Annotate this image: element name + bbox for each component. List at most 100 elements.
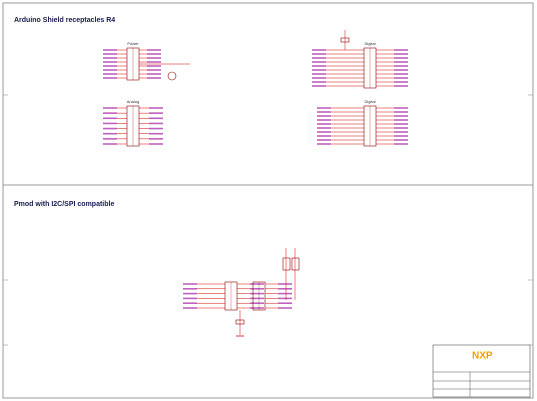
net-label [250, 302, 264, 304]
net-label [250, 283, 264, 285]
net-label [312, 53, 326, 55]
net-label [317, 131, 331, 133]
net-label [183, 292, 197, 295]
net-label [149, 143, 163, 145]
net-label [149, 117, 163, 120]
connector-label: Power [127, 41, 139, 46]
net-label [394, 69, 408, 71]
net-label [394, 81, 408, 83]
net-label [317, 139, 331, 141]
net-label [394, 119, 408, 121]
net-label [183, 297, 197, 300]
connector: Power [103, 41, 161, 81]
net-label [394, 115, 408, 117]
net-label [312, 61, 326, 63]
net-label [317, 119, 331, 121]
net-label [394, 127, 408, 129]
net-label [147, 57, 161, 59]
net-label [103, 143, 117, 145]
net-label [149, 107, 163, 109]
net-label [103, 65, 117, 67]
net-label [394, 143, 408, 145]
net-label [147, 77, 161, 79]
net-label [147, 73, 161, 75]
net-label [312, 57, 326, 59]
net-label [103, 112, 117, 114]
net-label [317, 115, 331, 117]
net-label [317, 107, 331, 109]
net-label [394, 77, 408, 79]
net-label [312, 85, 326, 87]
net-label [317, 135, 331, 137]
net-label [103, 61, 117, 63]
net-label [149, 138, 163, 140]
net-label [250, 307, 264, 309]
net-label [250, 297, 264, 300]
net-label [103, 122, 117, 125]
net-label [394, 85, 408, 87]
net-label [312, 73, 326, 75]
net-label [394, 73, 408, 75]
net-label [394, 57, 408, 59]
ic-part [167, 71, 177, 81]
net-label [149, 127, 163, 130]
net-label [149, 112, 163, 114]
net-label [103, 107, 117, 109]
net-label [147, 61, 161, 63]
net-label [394, 107, 408, 109]
net-label [147, 69, 161, 71]
net-label [278, 288, 292, 290]
net-label [183, 302, 197, 304]
frame-ticks [3, 94, 533, 346]
net-label [278, 292, 292, 295]
net-label [103, 69, 117, 71]
net-label [278, 307, 292, 309]
net-label [250, 292, 264, 295]
title-block: NXP [432, 344, 531, 398]
net-label [394, 139, 408, 141]
net-label [103, 132, 117, 135]
net-label [394, 61, 408, 63]
net-label [103, 127, 117, 130]
net-label [394, 131, 408, 133]
capacitor [340, 37, 350, 43]
net-label [278, 297, 292, 300]
net-label [317, 143, 331, 145]
net-label [103, 117, 117, 120]
net-label [394, 49, 408, 51]
net-label [312, 65, 326, 67]
net-label [312, 81, 326, 83]
net-label [103, 57, 117, 59]
connector: Digital [317, 99, 408, 147]
connector-label: Digital [364, 99, 375, 104]
section-title: Pmod with I2C/SPI compatible [14, 201, 114, 208]
nxp-logo: NXP [472, 351, 493, 362]
net-label [147, 53, 161, 55]
net-label [147, 65, 161, 67]
resistor-pair [282, 257, 291, 271]
net-label [103, 77, 117, 79]
connector-label: Analog [127, 99, 139, 104]
net-label [394, 53, 408, 55]
net-label [149, 122, 163, 125]
net-label [317, 127, 331, 129]
net-label [103, 53, 117, 55]
net-label [183, 288, 197, 290]
net-label [394, 135, 408, 137]
connector: Analog [103, 99, 163, 147]
net-label [394, 65, 408, 67]
net-label [394, 111, 408, 113]
net-label [103, 73, 117, 75]
net-label [278, 302, 292, 304]
connector: Digital [312, 41, 408, 89]
net-label [183, 283, 197, 285]
net-label [312, 49, 326, 51]
capacitor [235, 319, 245, 325]
section-title: Arduino Shield receptacles R4 [14, 17, 115, 24]
net-label [183, 307, 197, 309]
net-label [250, 288, 264, 290]
net-label [149, 132, 163, 135]
resistor-pair [291, 257, 300, 271]
